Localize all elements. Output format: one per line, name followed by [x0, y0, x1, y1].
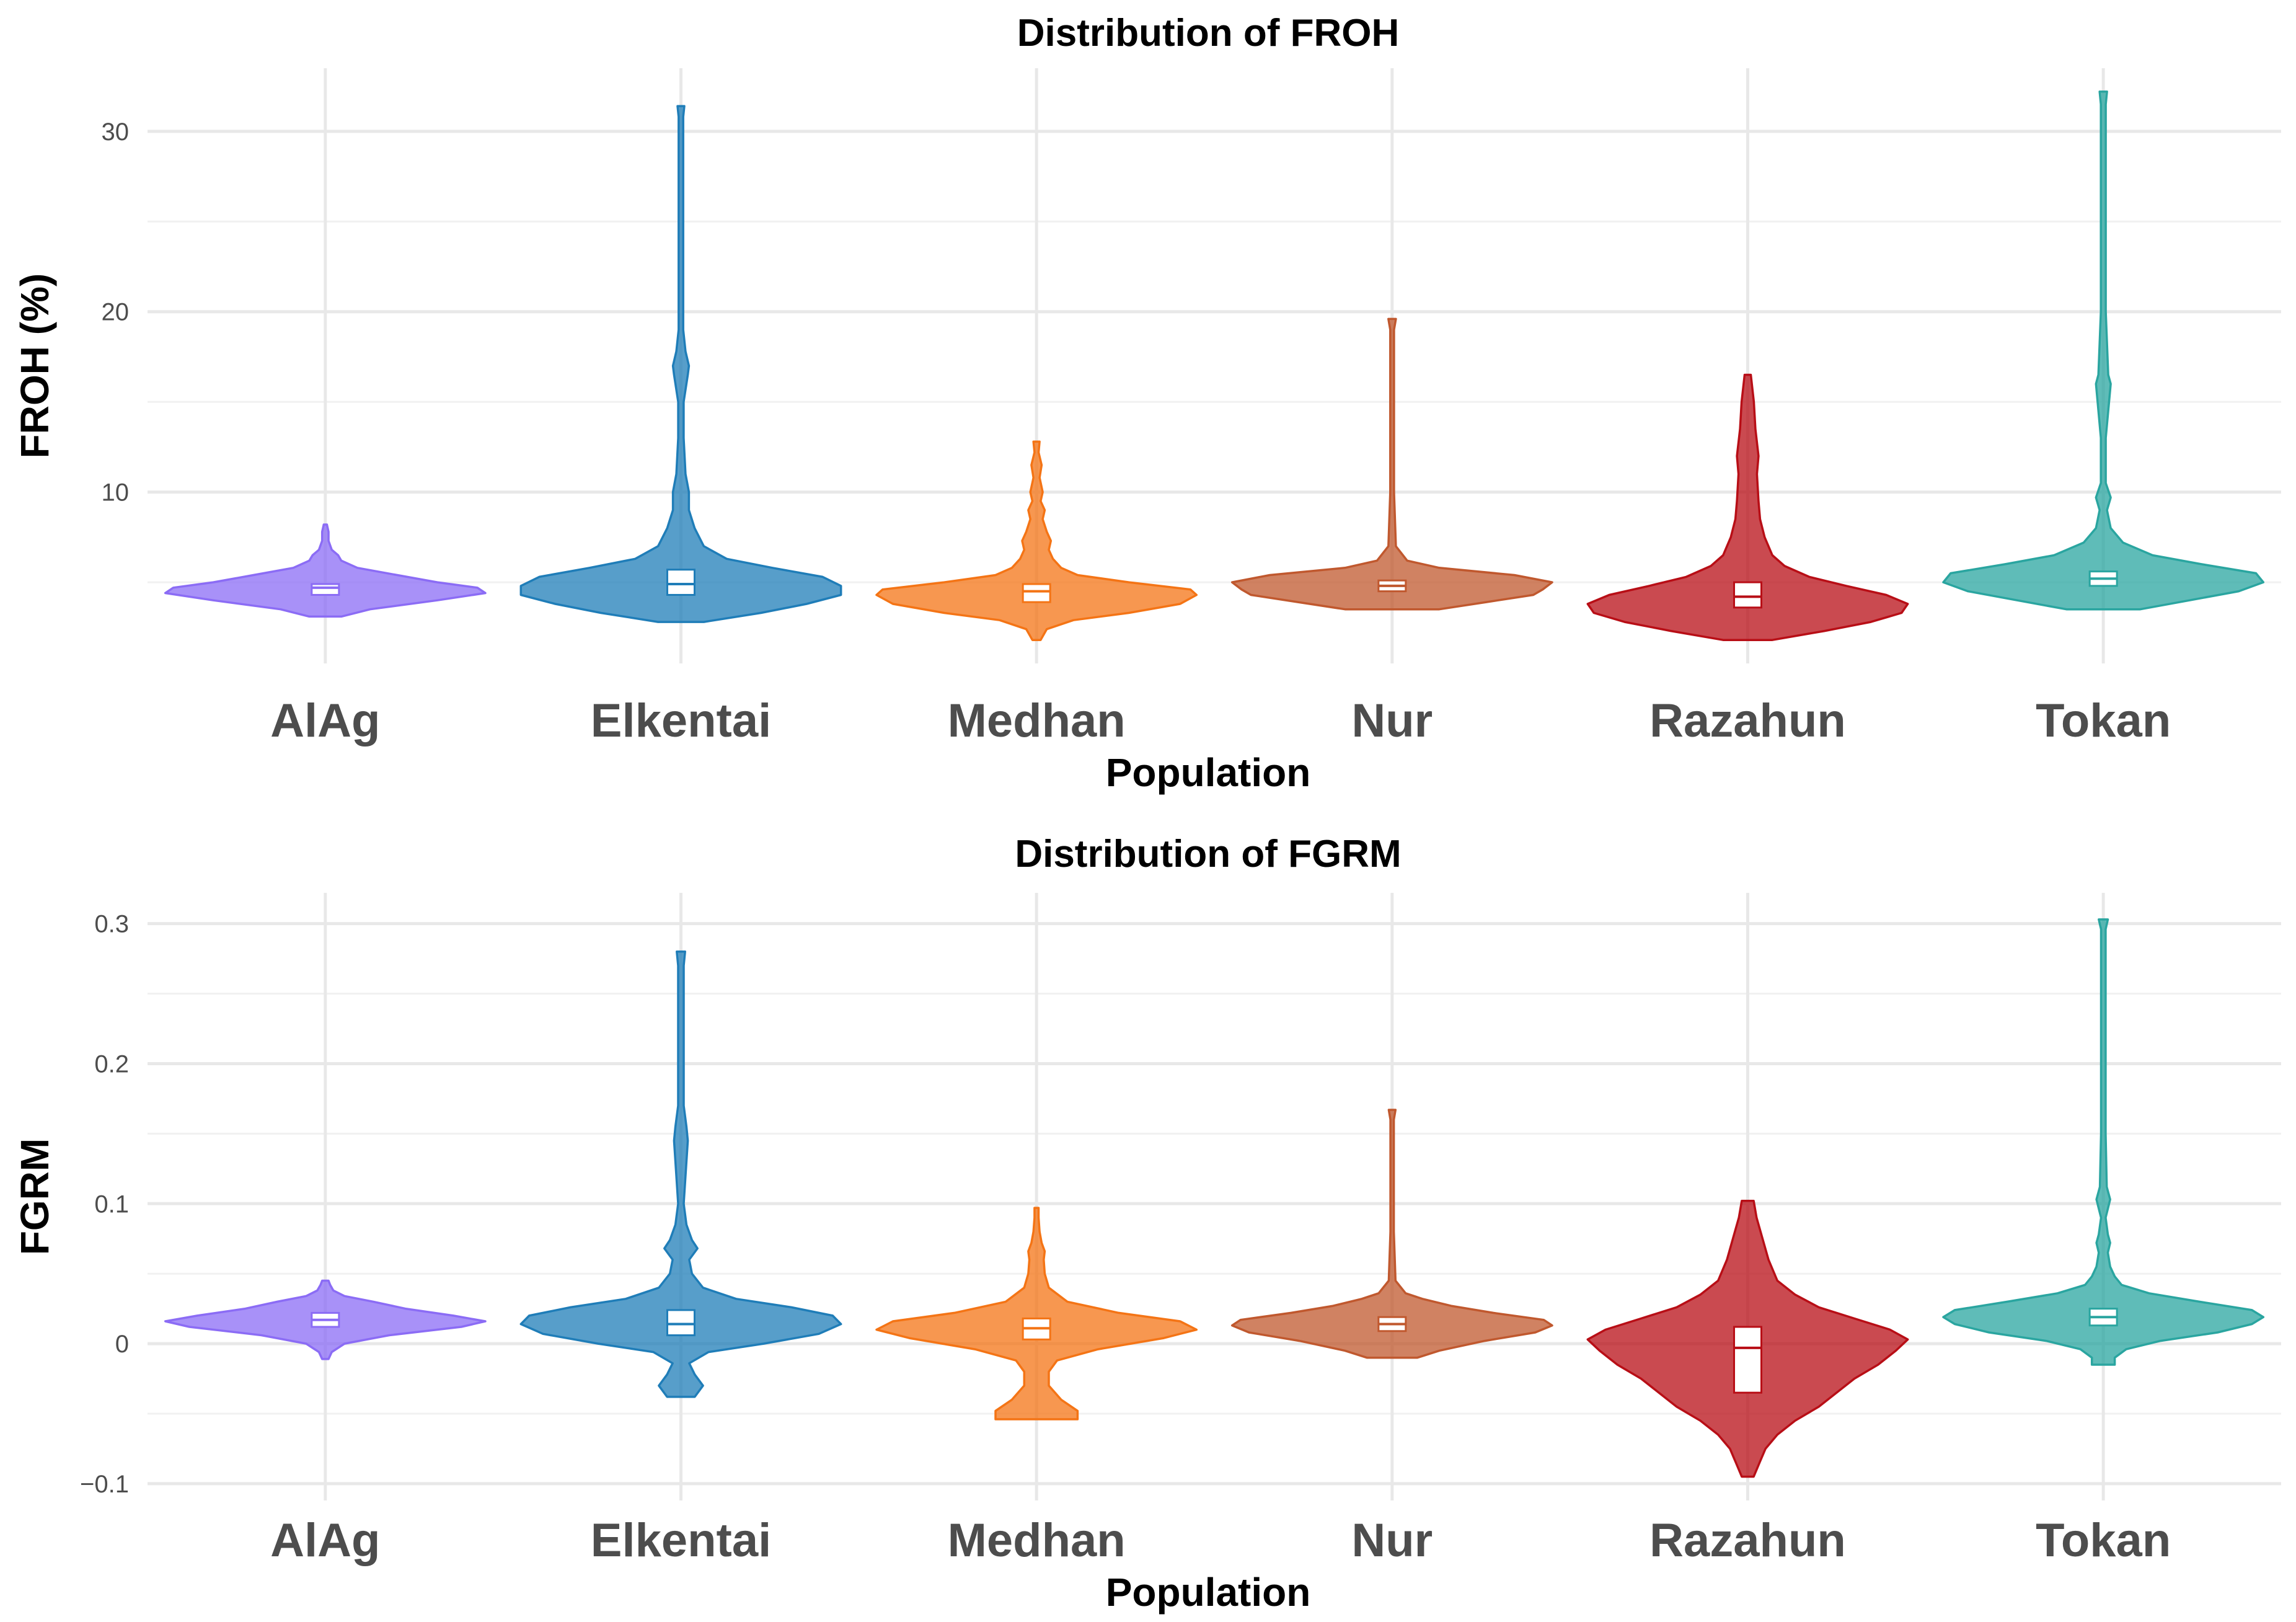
- boxplot-elkentai: [666, 1309, 695, 1337]
- violin-medhan: [875, 440, 1198, 641]
- boxplot-alag: [311, 583, 340, 596]
- fgrm-x-tick-label: Nur: [1351, 1514, 1433, 1567]
- fgrm-x-axis-label: Population: [1106, 1570, 1311, 1615]
- fgrm-x-tick-label: AlAg: [270, 1514, 380, 1567]
- boxplot-medhan: [1022, 583, 1051, 603]
- boxplot-razahun: [1733, 1326, 1762, 1394]
- violin-alag: [164, 1279, 487, 1360]
- violin-tokan: [1942, 918, 2265, 1366]
- violin-medhan: [875, 1207, 1198, 1420]
- violin-shape-tokan: [1942, 918, 2265, 1366]
- froh-x-tick-label: Nur: [1351, 694, 1433, 747]
- fgrm-y-tick-label: 0.2: [94, 1050, 129, 1078]
- fgrm-x-tick-label: Razahun: [1649, 1514, 1846, 1567]
- froh-x-tick-label: Medhan: [948, 694, 1126, 747]
- fgrm-x-tick-label: Medhan: [948, 1514, 1126, 1567]
- fgrm-x-tick-label: Elkentai: [591, 1514, 771, 1567]
- fgrm-y-axis-label: FGRM: [12, 1138, 57, 1255]
- violin-shape-alag: [164, 523, 487, 618]
- violin-shape-razahun: [1586, 373, 1909, 641]
- fgrm-y-tick-label: 0.1: [94, 1190, 129, 1218]
- froh-chart-title: Distribution of FROH: [1017, 12, 1399, 55]
- violin-shape-medhan: [875, 440, 1198, 641]
- froh-y-tick-label: 20: [102, 299, 130, 326]
- violin-razahun: [1586, 1200, 1909, 1478]
- fgrm-y-tick-label: 0.3: [94, 911, 129, 938]
- froh-panel: 10 20 30 AlAg Elkentai Medhan Nur Razahun Tokan D…: [12, 12, 2281, 795]
- violin-nur: [1230, 317, 1553, 611]
- boxplot-elkentai: [666, 569, 695, 596]
- froh-x-axis-label: Population: [1106, 750, 1311, 795]
- violin-alag: [164, 523, 487, 618]
- violin-elkentai: [519, 951, 842, 1398]
- violin-razahun: [1586, 373, 1909, 641]
- violin-shape-medhan: [875, 1207, 1198, 1420]
- froh-x-tick-label: AlAg: [270, 694, 380, 747]
- fgrm-panel: −0.1 0 0.1 0.2 0.3 AlAg Elkentai Medhan Nur Razah…: [12, 833, 2281, 1615]
- violin-tokan: [1942, 91, 2265, 611]
- froh-x-tick-label: Elkentai: [591, 694, 771, 747]
- violin-shape-elkentai: [519, 951, 842, 1398]
- froh-y-axis-label: FROH (%): [12, 273, 57, 459]
- violin-shape-tokan: [1942, 91, 2265, 611]
- violin-shape-nur: [1230, 1109, 1553, 1359]
- boxplot-razahun: [1733, 581, 1762, 609]
- froh-x-tick-label: Razahun: [1649, 694, 1846, 747]
- froh-y-tick-label: 30: [102, 118, 130, 146]
- fgrm-y-tick-label: −0.1: [80, 1471, 129, 1498]
- violin-shape-nur: [1230, 317, 1553, 611]
- fgrm-y-tick-label: 0: [115, 1331, 129, 1358]
- fgrm-x-tick-label: Tokan: [2036, 1514, 2171, 1567]
- violin-elkentai: [519, 105, 842, 623]
- violin-shape-elkentai: [519, 105, 842, 623]
- froh-y-tick-label: 10: [102, 479, 130, 507]
- froh-x-tick-label: Tokan: [2036, 694, 2171, 747]
- fgrm-chart-title: Distribution of FGRM: [1015, 833, 1401, 875]
- violin-nur: [1230, 1109, 1553, 1359]
